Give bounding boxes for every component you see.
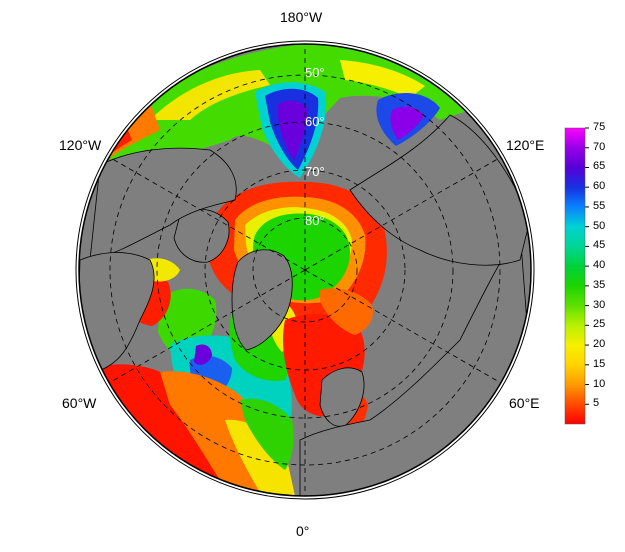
pacific-field-yellow [150, 70, 270, 120]
colorbar-tick-label: 20 [593, 338, 606, 351]
lon-label-120e: 120°E [506, 137, 545, 153]
north-america-land [79, 252, 155, 373]
lat-label-50: 50° [305, 65, 325, 80]
lon-label-60w: 60°W [62, 395, 97, 411]
map-border-outer [75, 40, 535, 500]
scandinavia-land [319, 367, 365, 427]
alaska-land [89, 147, 237, 261]
barents-orange [320, 288, 374, 335]
colorbar-tick-label: 35 [593, 278, 606, 291]
colorbar-tick-label: 75 [593, 121, 606, 133]
colorbar-tick-label: 50 [593, 219, 606, 232]
lon-label-120w: 120°W [59, 137, 102, 153]
colorbar-tick-label: 65 [593, 160, 606, 173]
north-atlantic-yellow [225, 419, 295, 496]
canadian-archipelago-land [173, 208, 230, 263]
colorbar-tick-label: 25 [593, 318, 606, 331]
colorbar-tick-label: 45 [593, 239, 606, 252]
lon-label-180w: 180°W [280, 9, 323, 25]
bering-field-purple [278, 100, 308, 160]
colorbar-frame [564, 127, 586, 425]
labrador-field-purple [194, 344, 212, 365]
lon-label-60e: 60°E [509, 395, 540, 411]
colorbar-tick-label: 40 [593, 259, 606, 272]
colorbar-tick-label: 5 [593, 397, 600, 410]
greenland-land [231, 249, 293, 351]
colorbar-tick-label: 70 [593, 140, 606, 153]
colorbar-tick-label: 55 [593, 199, 606, 212]
lon-label-0: 0° [296, 523, 310, 539]
colorbar [564, 127, 589, 425]
colorbar-tick-label: 30 [593, 298, 606, 311]
graticule [108, 44, 502, 496]
north-atlantic-green [240, 398, 294, 470]
colorbar-tick-label: 60 [593, 180, 606, 193]
colorbar-tick-label: 15 [593, 357, 606, 370]
colorbar-tick-label: 10 [593, 377, 606, 390]
colorbar-tick-marks [585, 127, 589, 405]
lat-label-80: 80° [305, 213, 325, 228]
map-border [78, 43, 532, 497]
okhotsk-field-purple [390, 106, 424, 140]
pacific-field-yellow-east [340, 60, 425, 98]
lat-label-60: 60° [305, 114, 325, 129]
lat-label-70: 70° [305, 164, 325, 179]
colorbar-fill [565, 128, 585, 424]
